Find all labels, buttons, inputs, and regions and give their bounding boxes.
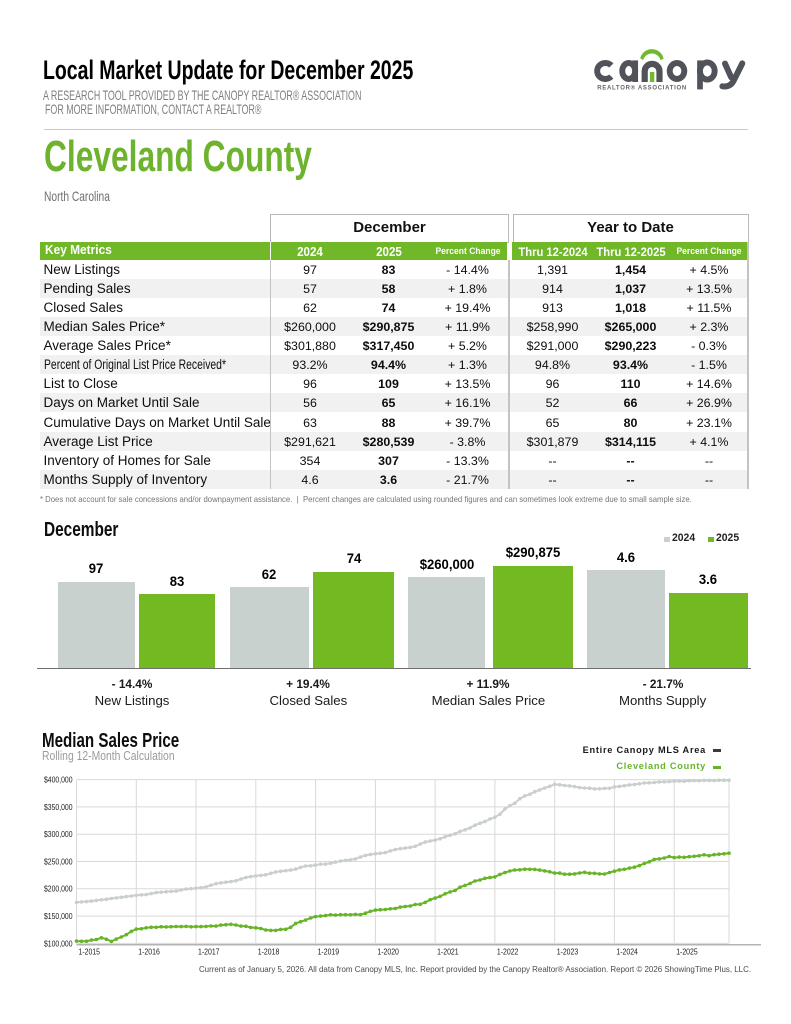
svg-text:1-2020: 1-2020 — [377, 946, 399, 956]
svg-text:1-2018: 1-2018 — [258, 946, 280, 956]
svg-text:1-2017: 1-2017 — [198, 946, 220, 956]
svg-text:1-2025: 1-2025 — [676, 946, 698, 956]
svg-text:$250,000: $250,000 — [44, 856, 73, 866]
svg-text:1-2021: 1-2021 — [437, 946, 459, 956]
svg-text:1-2019: 1-2019 — [318, 946, 340, 956]
svg-text:1-2016: 1-2016 — [138, 946, 160, 956]
svg-text:1-2023: 1-2023 — [557, 946, 579, 956]
svg-text:$200,000: $200,000 — [44, 884, 73, 894]
svg-text:1-2022: 1-2022 — [497, 946, 519, 956]
svg-text:$150,000: $150,000 — [44, 911, 73, 921]
svg-text:REALTOR® ASSOCIATION: REALTOR® ASSOCIATION — [597, 85, 686, 92]
svg-text:1-2024: 1-2024 — [616, 946, 638, 956]
svg-text:1-2015: 1-2015 — [79, 946, 101, 956]
svg-text:$300,000: $300,000 — [44, 829, 73, 839]
svg-text:$400,000: $400,000 — [44, 775, 73, 785]
svg-text:$350,000: $350,000 — [44, 802, 73, 812]
svg-text:$100,000: $100,000 — [44, 938, 73, 948]
